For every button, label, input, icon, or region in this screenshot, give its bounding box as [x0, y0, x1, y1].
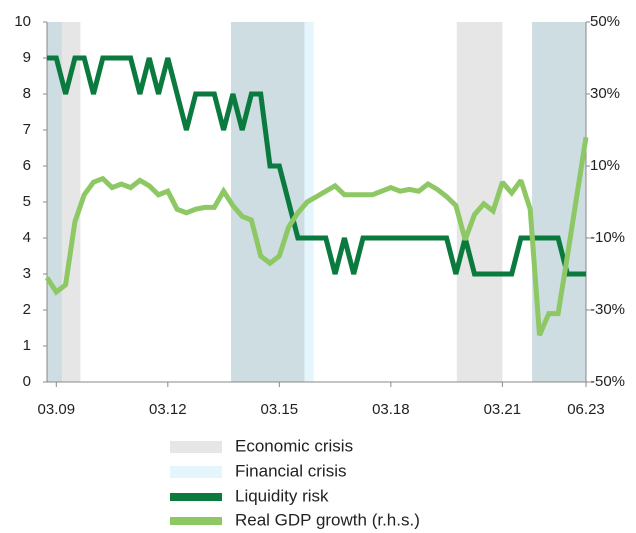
y-tick-label: 1 [23, 337, 31, 354]
y2-tick-label: 30% [590, 85, 620, 102]
legend-swatch [170, 493, 222, 501]
legend-swatch [170, 441, 222, 453]
y-tick-label: 3 [23, 265, 31, 282]
x-tick-label: 03.09 [38, 401, 76, 418]
y2-tick-label: -50% [590, 373, 625, 390]
legend-swatch [170, 517, 222, 525]
series-line [44, 136, 589, 337]
y2-tick-label: -10% [590, 229, 625, 246]
y-tick-label: 2 [23, 301, 31, 318]
y2-tick-label: 10% [590, 157, 620, 174]
y-tick-label: 9 [23, 49, 31, 66]
y2-tick-label: 50% [590, 13, 620, 30]
regions [47, 22, 586, 382]
legend-label: Real GDP growth (r.h.s.) [235, 510, 420, 529]
y-tick-label: 10 [14, 13, 31, 30]
y2-tick-label: -30% [590, 301, 625, 318]
legend-label: Economic crisis [235, 436, 353, 455]
y-tick-label: 0 [23, 373, 31, 390]
crisis-band [231, 22, 314, 382]
x-tick-label: 03.21 [484, 401, 522, 418]
x-tick-label: 03.15 [261, 401, 299, 418]
y-tick-label: 8 [23, 85, 31, 102]
legend-label: Financial crisis [235, 461, 346, 480]
legend-swatch [170, 466, 222, 478]
y-tick-label: 7 [23, 121, 31, 138]
legend-label: Liquidity risk [235, 486, 329, 505]
x-tick-label: 06.23 [567, 401, 605, 418]
x-tick-label: 03.18 [372, 401, 410, 418]
x-tick-label: 03.12 [149, 401, 187, 418]
y-tick-label: 4 [23, 229, 31, 246]
y-tick-label: 6 [23, 157, 31, 174]
series-line [47, 55, 586, 277]
y-tick-label: 5 [23, 193, 31, 210]
